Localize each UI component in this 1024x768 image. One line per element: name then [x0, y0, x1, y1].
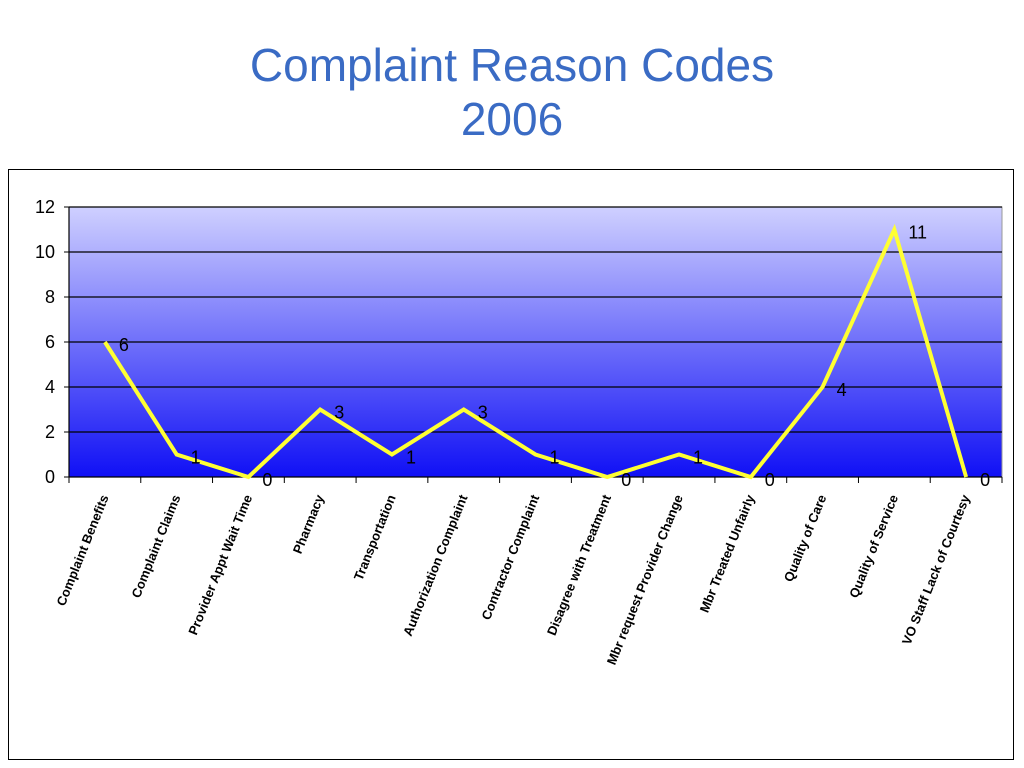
- y-tick-label: 6: [45, 332, 55, 352]
- x-tick-label: Quality of Service: [846, 493, 901, 600]
- y-tick-label: 10: [35, 242, 55, 262]
- x-tick-label: Mbr Treated Unfairly: [697, 492, 758, 615]
- x-tick-label: Pharmacy: [290, 492, 327, 556]
- x-tick-label: VO Staff Lack of Courtesy: [899, 492, 973, 647]
- data-label: 6: [119, 335, 129, 355]
- data-labels: 6 1 0 3 1 3 1 0 1 0 4 11 0: [119, 223, 990, 491]
- x-tick-label: Authorization Complaint: [400, 492, 471, 638]
- y-tick-label: 4: [45, 377, 55, 397]
- data-label: 1: [693, 448, 703, 468]
- data-label: 3: [478, 403, 488, 423]
- y-tick-label: 8: [45, 287, 55, 307]
- y-tick-label: 12: [35, 197, 55, 217]
- chart-title-line-2: 2006: [460, 93, 564, 145]
- x-tick-label: Contractor Complaint: [478, 492, 542, 622]
- y-axis-ticks: 0 2 4 6 8 10 12: [35, 197, 69, 487]
- data-label: 11: [908, 223, 927, 243]
- x-tick-label: Provider Appt Wait Time: [185, 493, 255, 637]
- chart-title-line-1: Complaint Reason Codes: [249, 39, 775, 91]
- data-label: 1: [550, 448, 560, 468]
- x-axis-ticks: Complaint Benefits Complaint Claims Provid…: [53, 477, 1003, 667]
- data-label: 0: [765, 470, 775, 490]
- data-label: 1: [191, 448, 201, 468]
- data-label: 0: [621, 470, 631, 490]
- data-label: 0: [980, 470, 990, 490]
- data-label: 3: [334, 403, 344, 423]
- data-label: 1: [406, 448, 416, 468]
- gridlines: [69, 206, 1002, 433]
- chart-title: Complaint Reason Codes 2006: [0, 38, 1024, 146]
- x-tick-label: Complaint Benefits: [53, 493, 111, 608]
- y-tick-label: 0: [45, 467, 55, 487]
- data-label: 4: [837, 380, 847, 400]
- x-tick-label: Quality of Care: [781, 493, 830, 584]
- x-tick-label: Disagree with Treatment: [544, 492, 614, 638]
- x-tick-label: Complaint Claims: [128, 493, 183, 600]
- series: [103, 223, 969, 480]
- x-tick-label: Mbr request Provider Change: [604, 493, 686, 667]
- y-tick-label: 2: [45, 422, 55, 442]
- data-label: 0: [262, 470, 272, 490]
- x-tick-label: Transportation: [351, 492, 399, 582]
